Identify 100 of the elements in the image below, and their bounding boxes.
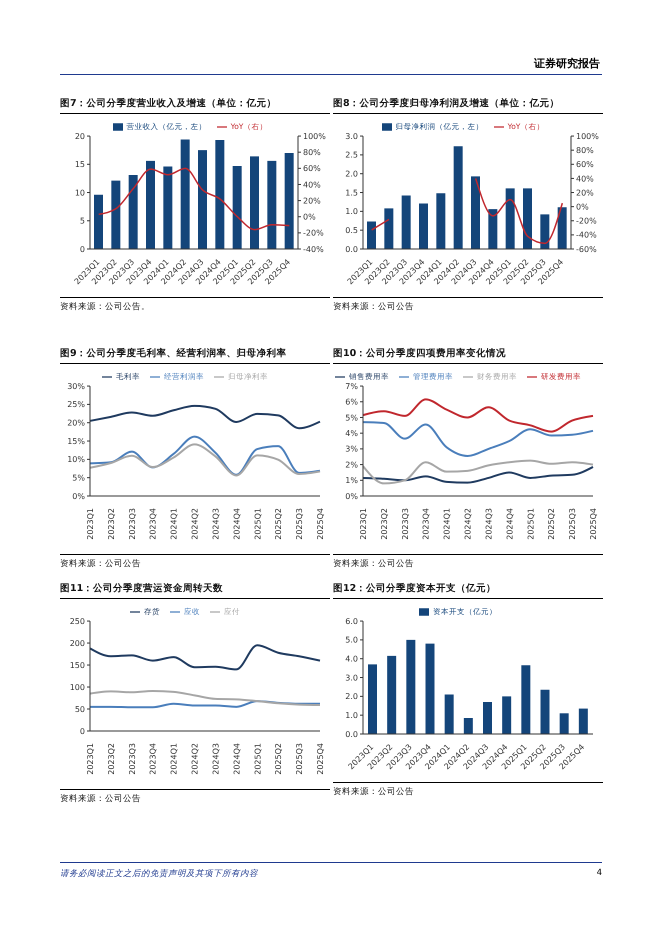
bar (578, 708, 588, 734)
bar (419, 203, 428, 249)
y-tick-label: 1% (345, 476, 358, 486)
x-tick-label: 2024Q2 (190, 508, 200, 540)
x-tick-label: 2025Q1 (253, 508, 262, 540)
y2-tick-label: -40% (303, 244, 324, 254)
y2-tick-label: 100% (576, 132, 600, 141)
chart-title: 图11：公司分季度营运资金周转天数 (60, 582, 330, 599)
y-tick-label: 6.0 (345, 616, 358, 626)
x-tick-label: 2024Q1 (170, 743, 179, 775)
text: 4 (596, 868, 602, 878)
line-series (89, 404, 321, 430)
x-tick-label: 2025Q4 (316, 743, 325, 775)
bar (558, 207, 567, 249)
x-tick-label: 2025Q1 (526, 508, 536, 540)
chart-title: 图8：公司分季度归母净利润及增速（单位：亿元） (333, 97, 603, 114)
text: 资料来源：公司公告 (333, 782, 603, 798)
y-tick-label: 1.0 (345, 711, 358, 720)
bar (128, 175, 138, 249)
x-tick-label: 2024Q2 (464, 508, 473, 540)
x-tick-label: 2023Q4 (148, 508, 158, 540)
bar (406, 640, 416, 734)
text: 资料来源：公司公告 (60, 789, 330, 805)
y2-tick-label: 80% (576, 146, 594, 156)
x-tick-label: 2023Q4 (148, 743, 158, 775)
bar (387, 656, 396, 734)
y-tick-label: 10% (67, 455, 86, 464)
y-tick-label: 1.0 (345, 207, 358, 216)
y-tick-label: 5 (80, 216, 85, 226)
bar (198, 150, 207, 249)
x-tick-label: 2025Q2 (274, 743, 284, 775)
y2-tick-label: -20% (303, 228, 324, 238)
y-tick-label: 0.5 (345, 226, 358, 236)
bar (250, 156, 259, 249)
bar (426, 644, 434, 734)
chart-title: 图10：公司分季度四项费用率变化情况 (333, 347, 603, 364)
x-tick-label: 2025Q3 (295, 743, 304, 775)
x-tick-label: 2025Q3 (295, 508, 304, 540)
x-tick-label: 2025Q1 (253, 743, 262, 775)
y-tick-label: 7% (345, 382, 358, 391)
bar (483, 702, 492, 734)
bar (436, 193, 446, 249)
x-tick-label: 2025Q4 (589, 508, 598, 540)
x-tick-label: 2023Q1 (359, 508, 368, 540)
bar (523, 188, 532, 249)
y-tick-label: 2.0 (345, 692, 358, 702)
y-tick-label: 15% (67, 436, 86, 446)
y-tick-label: 3% (345, 444, 358, 454)
text: 资料来源：公司公告 (60, 554, 330, 570)
x-tick-label: 2024Q3 (211, 743, 220, 775)
bar (111, 180, 120, 249)
bar (94, 194, 103, 249)
y2-tick-label: -40% (576, 230, 598, 240)
y-tick-label: 0% (72, 492, 86, 501)
y-tick-label: 20% (67, 418, 86, 428)
line-series (89, 690, 321, 706)
y-tick-label: 2% (345, 460, 358, 470)
bar (488, 209, 498, 249)
y2-tick-label: 0% (576, 202, 590, 212)
y-tick-label: 100 (70, 682, 85, 692)
y-tick-label: 6% (345, 398, 358, 407)
y-tick-label: 5% (72, 474, 86, 483)
y-tick-label: 15 (74, 160, 85, 170)
bar (180, 139, 190, 249)
text: 资料来源：公司公告 (333, 297, 603, 313)
chart-title: 图7：公司分季度营业收入及增速（单位：亿元） (60, 97, 330, 114)
x-tick-label: 2024Q1 (170, 508, 179, 540)
y-tick-label: 25% (67, 400, 86, 410)
text: 资料来源：公司公告 (333, 554, 603, 570)
x-tick-label: 2025Q2 (547, 508, 556, 540)
y-tick-label: 5% (345, 413, 358, 422)
y-tick-label: 0 (80, 726, 85, 736)
y2-tick-label: 60% (303, 164, 322, 174)
bar (540, 214, 550, 249)
y-tick-label: 4.0 (345, 654, 358, 664)
x-tick-label: 2024Q4 (232, 743, 242, 775)
y-tick-label: 0.0 (345, 244, 358, 254)
bar (560, 713, 569, 734)
x-tick-label: 2025Q2 (274, 508, 284, 540)
y-tick-label: 3.0 (345, 132, 358, 141)
bar (444, 694, 454, 734)
x-tick-label: 2024Q4 (232, 508, 242, 540)
line-series (362, 466, 594, 484)
y-tick-label: 10 (74, 188, 85, 198)
line-series (89, 436, 321, 476)
y-tick-label: 5.0 (345, 636, 358, 645)
x-tick-label: 2024Q2 (190, 743, 200, 775)
text: 证券研究报告 (534, 56, 600, 71)
y2-tick-label: 20% (576, 188, 594, 198)
y-tick-label: 2.0 (345, 170, 358, 179)
x-tick-label: 2023Q2 (106, 743, 116, 775)
y-tick-label: 2.5 (345, 150, 358, 160)
line-series (89, 700, 321, 708)
y2-tick-label: -60% (576, 244, 598, 254)
y2-tick-label: 80% (303, 148, 322, 158)
y-tick-label: 0 (80, 244, 85, 254)
x-tick-label: 2023Q4 (422, 508, 431, 540)
text: 请务必阅读正文之后的免责声明及其项下所有内容 (60, 868, 258, 880)
bar (232, 166, 242, 249)
line-series (89, 644, 321, 670)
